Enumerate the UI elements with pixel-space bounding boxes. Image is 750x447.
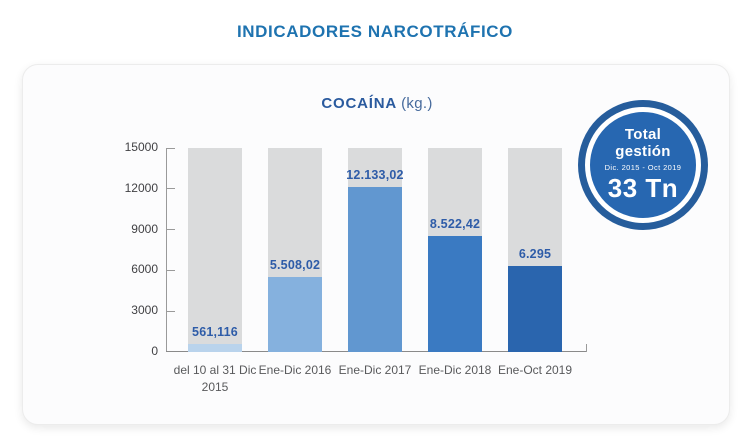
y-axis-label: 6000	[131, 262, 158, 277]
bar	[188, 344, 242, 352]
bar-chart: 0 3000 6000 9000 12000 15000 561,116 del 10 al …	[125, 140, 587, 394]
badge-line2: gestión	[615, 142, 671, 160]
bar-track	[188, 148, 242, 352]
bar	[268, 277, 322, 352]
chart-title-main: COCAÍNA	[321, 95, 397, 112]
y-axis-line	[166, 148, 167, 352]
y-axis-label: 12000	[124, 180, 158, 195]
bar-category-label: Ene-Dic 2018	[418, 363, 492, 377]
y-axis-tick	[167, 188, 175, 190]
chart-title: COCAÍNA (kg.)	[23, 95, 731, 112]
y-axis-tick	[167, 229, 175, 231]
y-axis-label: 9000	[131, 221, 158, 236]
chart-card: COCAÍNA (kg.) Total gestión Dic. 2015 - …	[22, 64, 730, 425]
bar-category-label: del 10 al 31 Dic 2015	[173, 363, 257, 394]
bar-category-label: Ene-Dic 2017	[338, 363, 412, 377]
y-axis-label: 3000	[131, 303, 158, 318]
page-title: INDICADORES NARCOTRÁFICO	[236, 22, 513, 41]
chart-title-unit: (kg.)	[401, 95, 433, 112]
bar-value-label: 561,116	[192, 325, 238, 340]
y-axis-label: 15000	[124, 140, 158, 154]
y-axis-tick	[167, 310, 175, 312]
y-axis-tick	[167, 269, 175, 271]
bar-value-label: 6.295	[518, 247, 552, 262]
bar-value-label: 5.508,02	[269, 258, 321, 273]
x-axis-end-tick	[586, 344, 587, 352]
bar-category-label: Ene-Oct 2019	[497, 363, 573, 377]
bar	[508, 266, 562, 352]
bar-value-label: 8.522,42	[429, 217, 481, 232]
bar	[348, 186, 402, 352]
y-axis-tick	[167, 147, 175, 149]
bar-value-label: 12.133,02	[346, 167, 404, 182]
badge-date-range: Dic. 2015 - Oct 2019	[604, 162, 682, 172]
badge-line1: Total	[624, 125, 662, 143]
badge-total-value: 33 Tn	[607, 172, 679, 203]
total-badge: Total gestión Dic. 2015 - Oct 2019 33 Tn	[585, 107, 701, 223]
bar	[428, 236, 482, 352]
bar-category-label: Ene-Dic 2016	[258, 363, 332, 377]
y-axis-label: 0	[151, 344, 158, 358]
